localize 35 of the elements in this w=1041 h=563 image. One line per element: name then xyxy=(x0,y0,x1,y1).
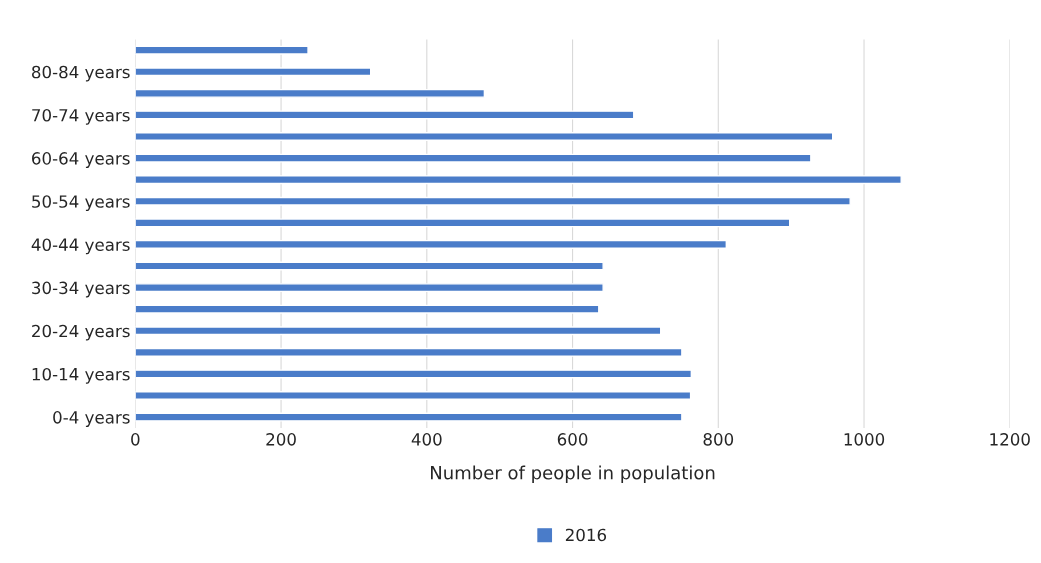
bar xyxy=(135,110,635,120)
y-tick-label: 80-84 years xyxy=(32,65,130,82)
x-tick-label: 0 xyxy=(131,433,140,446)
bar xyxy=(135,67,372,77)
bar xyxy=(135,283,604,293)
legend-label: 2016 xyxy=(565,528,607,542)
y-tick-label: 40-44 years xyxy=(31,238,130,255)
bar xyxy=(135,391,692,400)
x-tick-label: 600 xyxy=(557,433,588,446)
x-tick-label: 1200 xyxy=(990,433,1030,446)
bar xyxy=(135,218,791,228)
bar xyxy=(135,304,600,314)
bar xyxy=(135,45,309,55)
x-tick-label: 200 xyxy=(266,433,296,446)
y-tick-label: 70-74 years xyxy=(32,108,130,125)
x-tick-label: 400 xyxy=(411,433,442,446)
bar xyxy=(135,175,902,185)
bar xyxy=(135,132,834,141)
y-tick-label: 60-64 years xyxy=(32,152,130,168)
bar xyxy=(135,88,486,98)
bar xyxy=(135,347,683,357)
bar xyxy=(135,196,851,206)
y-tick-label: 30-34 years xyxy=(32,281,130,298)
y-tick-label: 50-54 years xyxy=(32,195,130,212)
y-tick-label: 0-4 years xyxy=(53,411,130,427)
bar xyxy=(135,326,662,336)
bar xyxy=(135,153,812,163)
bar xyxy=(135,369,693,379)
x-axis-title: Number of people in population xyxy=(431,465,715,484)
bar xyxy=(135,412,683,422)
y-tick-label: 20-24 years xyxy=(32,324,130,341)
x-tick-label: 800 xyxy=(703,433,734,446)
x-tick-label: 1000 xyxy=(844,433,885,446)
bar xyxy=(135,239,728,249)
y-tick-label: 10-14 years xyxy=(32,367,130,384)
